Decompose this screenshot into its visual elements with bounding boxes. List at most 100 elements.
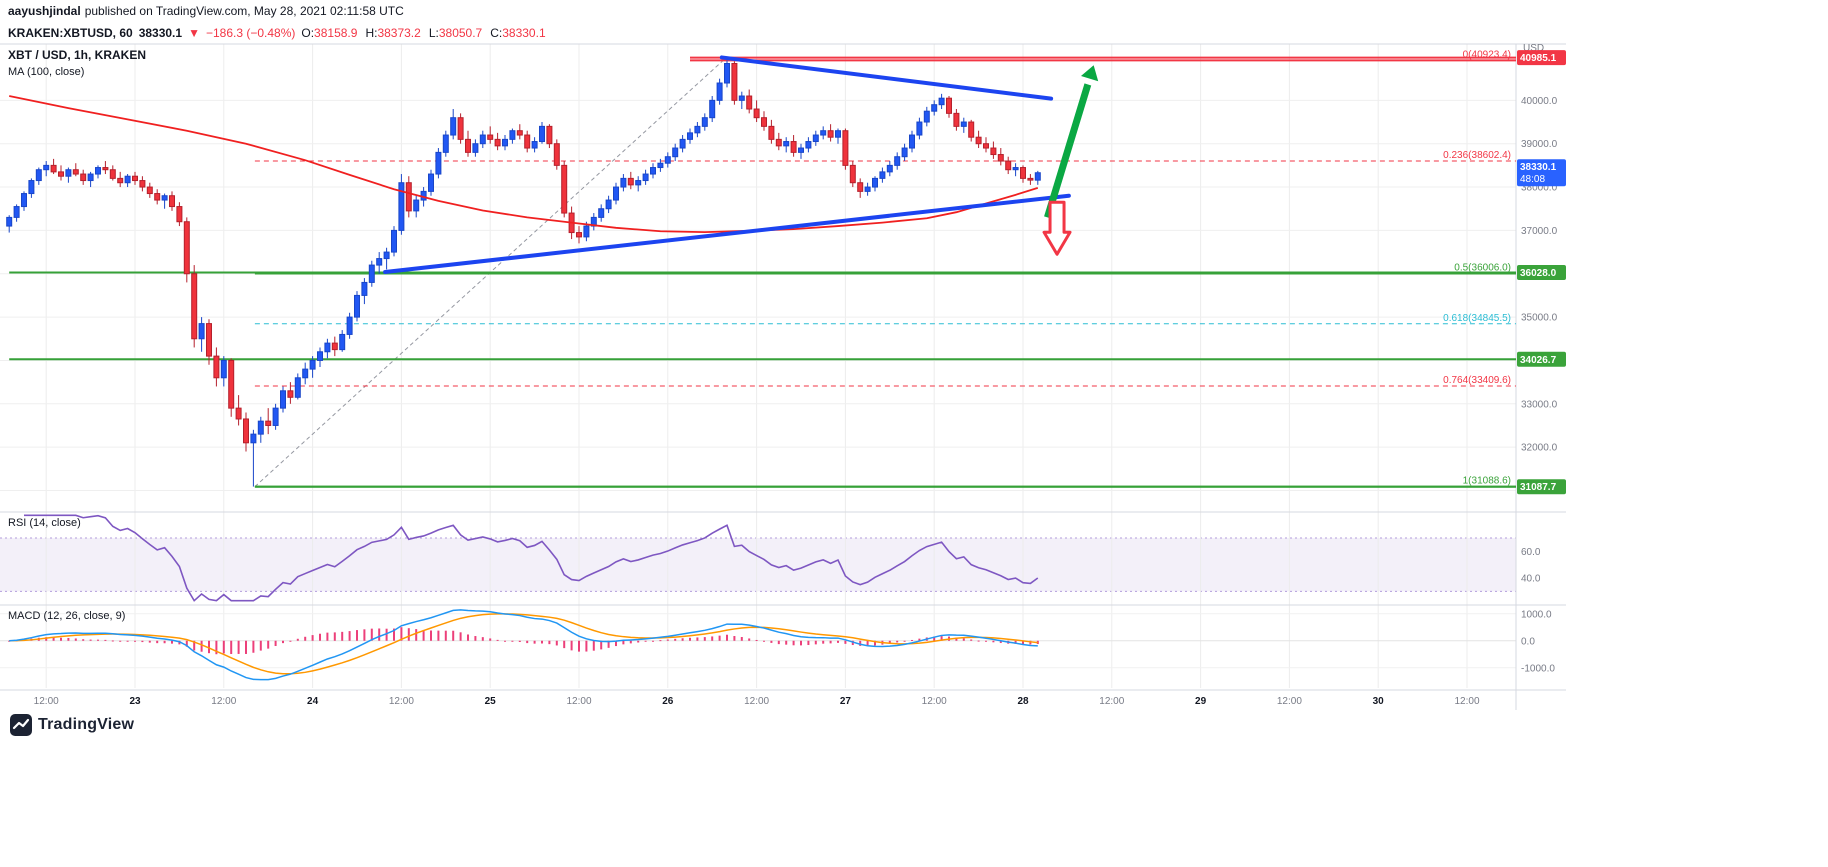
candle [317, 351, 323, 361]
macd-hist-bar [378, 628, 381, 641]
candle [235, 407, 242, 420]
ma-line [9, 95, 1039, 234]
price-tick-label: 40000.0 [1521, 96, 1558, 107]
macd-hist-bar [696, 637, 699, 641]
candle [931, 104, 938, 112]
tradingview-logo[interactable]: TradingView [10, 714, 134, 736]
macd-hist-bar [563, 640, 566, 649]
candle [694, 125, 701, 134]
candle [346, 316, 353, 335]
price-tag: 31087.7 [1517, 479, 1566, 495]
time-tick-label: 28 [1017, 696, 1029, 707]
rsi-band-fill [0, 538, 1516, 592]
candle [561, 164, 568, 214]
macd-hist-bar [407, 628, 410, 641]
candle [687, 132, 693, 140]
candle [117, 177, 124, 184]
macd-hist-bar [148, 640, 151, 643]
macd-hist-bar [999, 640, 1002, 644]
macd-hist-bar [578, 640, 580, 652]
candle [250, 433, 257, 444]
macd-hist-bar [807, 640, 810, 646]
macd-hist-bar [245, 640, 247, 654]
macd-hist-bar [829, 640, 832, 644]
candle [169, 195, 175, 208]
symbol-title: KRAKEN:XBTUSD, 60 [8, 26, 133, 40]
time-axis[interactable]: 12:00 23 12:00 24 12:00 25 12:00 26 12:00 27 12:00… [34, 696, 1480, 707]
macd-hist-bar [45, 637, 48, 641]
macd-hist-bar [548, 640, 551, 645]
macd-hist-bar [896, 640, 899, 643]
macd-hist-bar [541, 640, 543, 644]
macd-hist-bar [282, 640, 284, 644]
candle [405, 182, 412, 212]
rsi-pane[interactable] [24, 514, 1039, 602]
macd-hist-bar [496, 639, 499, 641]
macd-hist-bar [622, 640, 625, 645]
candle [753, 108, 760, 119]
macd-hist-bar [615, 640, 617, 647]
candle [738, 95, 745, 101]
time-tick-label: 27 [840, 696, 852, 707]
green-up-arrow[interactable] [1044, 83, 1092, 219]
time-tick-label: 12:00 [744, 696, 769, 707]
macd-hist-bar [430, 630, 432, 641]
macd-hist-bar [356, 630, 358, 641]
author-link[interactable]: aayushjindal [8, 4, 81, 18]
macd-hist-bar [385, 628, 388, 641]
price-tick-label: 39000.0 [1521, 139, 1558, 150]
direction-arrow-icon: ▼ [188, 26, 200, 40]
fib-labels: 0(40923.4) 0.236(38602.4) 0.5(36006.0) 0.61… [1443, 49, 1511, 486]
macd-hist-bar [837, 640, 839, 643]
macd-hist-bar [570, 640, 573, 651]
candle [368, 264, 375, 283]
macd-hist-bar [777, 640, 780, 645]
macd-hist-bar [163, 640, 166, 644]
macd-hist-bar [185, 640, 188, 647]
macd-hist-bar [1022, 640, 1024, 645]
macd-hist-bar [252, 640, 255, 653]
symbol-bar: KRAKEN:XBTUSD, 60 38330.1 ▼ −186.3 (−0.4… [0, 22, 1828, 44]
macd-hist-bar [237, 640, 240, 654]
candle [383, 251, 390, 260]
macd-hist-bar [437, 630, 440, 641]
candle [620, 177, 627, 188]
candle [983, 143, 989, 149]
candle [35, 169, 42, 182]
candle [827, 130, 834, 138]
macd-hist-bar [962, 638, 965, 641]
macd-tick-label: -1000.0 [1521, 663, 1555, 674]
candle [206, 323, 212, 357]
time-tick-label: 12:00 [922, 696, 947, 707]
candle [139, 180, 146, 188]
macd-hist-bar [644, 640, 647, 642]
ma100-line [9, 95, 1039, 234]
last-price: 38330.1 [138, 26, 183, 40]
time-tick-label: 26 [662, 696, 674, 707]
price-tick-label: 38000.0 [1521, 183, 1558, 194]
candle [842, 130, 849, 166]
candle [13, 206, 20, 218]
trendline[interactable] [383, 193, 1071, 275]
candle [287, 390, 294, 398]
macd-tick-label: 0.0 [1521, 636, 1535, 647]
price-tag: 36028.0 [1517, 265, 1566, 281]
macd-hist-bar [200, 640, 203, 652]
candle [679, 138, 686, 149]
macd-hist-bar [111, 640, 114, 642]
macd-hist-bar [489, 638, 492, 641]
macd-pane[interactable] [8, 609, 1039, 681]
price-tag-value: 31087.7 [1520, 482, 1557, 493]
candle [664, 156, 671, 164]
candle [894, 156, 901, 166]
candle [997, 154, 1004, 162]
trendline[interactable] [719, 55, 1054, 101]
macd-hist-bar [992, 640, 995, 643]
macd-hist-bar [422, 629, 425, 641]
macd-hist-bar [977, 640, 980, 642]
candle [243, 418, 249, 444]
red-down-arrow[interactable] [1042, 200, 1072, 256]
macd-hist-bar [444, 630, 447, 641]
arrows [1042, 65, 1099, 256]
